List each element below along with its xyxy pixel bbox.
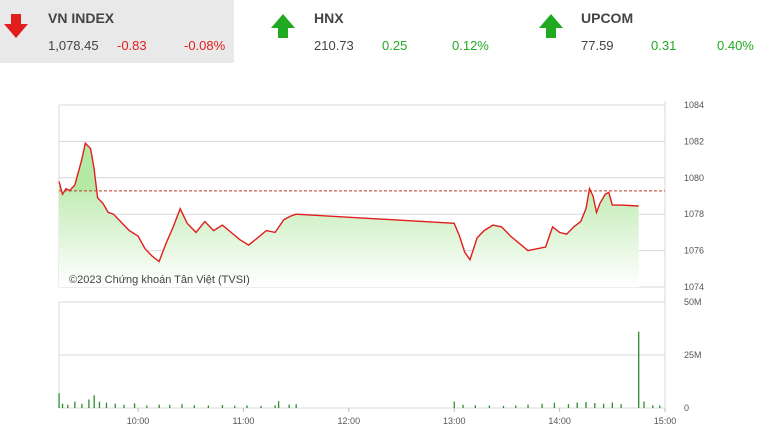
price-tick-label: 1084	[684, 100, 704, 110]
price-tick-label: 1078	[684, 209, 704, 219]
volume-bar	[58, 393, 60, 408]
volume-bar	[207, 405, 210, 408]
index-change: 0.25	[382, 38, 408, 53]
volume-bar	[652, 405, 654, 408]
volume-bar	[74, 401, 76, 408]
volume-bar	[638, 331, 640, 408]
volume-bar	[488, 405, 491, 408]
price-tick-label: 1076	[684, 246, 704, 256]
volume-bar	[643, 401, 645, 408]
index-name: UPCOM	[581, 10, 634, 26]
volume-bar	[594, 403, 596, 408]
volume-bar	[133, 403, 136, 408]
chart-watermark: ©2023 Chứng khoán Tân Việt (TVSI)	[69, 274, 250, 286]
volume-bar	[288, 404, 290, 408]
volume-bar	[181, 404, 183, 408]
volume-bar	[246, 405, 248, 408]
volume-bar	[274, 405, 276, 408]
chart-axes: 1084 1082 1080 1078 1076 1074 50M 25M 0 10:00 11:0…	[127, 100, 704, 426]
intraday-chart[interactable]: 1084 1082 1080 1078 1076 1074 50M 25M 0 10:00 11:0…	[0, 90, 762, 441]
volume-tick-label: 50M	[684, 297, 702, 307]
time-tick-label: 12:00	[338, 416, 361, 426]
volume-bar	[611, 402, 614, 408]
volume-bar	[193, 405, 195, 408]
volume-bar	[234, 405, 236, 408]
volume-bars	[58, 331, 661, 408]
index-change: -0.83	[117, 38, 147, 53]
time-tick-label: 10:00	[127, 416, 150, 426]
volume-bar	[527, 404, 529, 408]
index-value: 77.59	[581, 38, 614, 53]
volume-bar	[620, 404, 622, 408]
volume-bar	[576, 402, 578, 408]
volume-bar	[295, 404, 297, 408]
index-value: 210.73	[314, 38, 354, 53]
volume-bar	[502, 405, 505, 408]
price-series-line	[58, 141, 639, 263]
price-area	[59, 143, 639, 287]
price-tick-label: 1082	[684, 136, 704, 146]
volume-bar	[114, 403, 116, 408]
volume-bar	[602, 403, 605, 408]
index-change-pct: 0.12%	[452, 38, 489, 53]
volume-bar	[123, 404, 125, 408]
time-tick-label: 15:00	[654, 416, 677, 426]
index-value: 1,078.45	[48, 38, 99, 53]
arrow-up-icon	[271, 14, 295, 38]
price-area-fill	[59, 143, 639, 287]
time-tick-label: 14:00	[548, 416, 571, 426]
volume-bar	[567, 404, 570, 408]
index-tiles: VN INDEX 1,078.45 -0.83 -0.08% HNX 210.7…	[0, 0, 762, 63]
price-tick-label: 1074	[684, 282, 704, 292]
index-change-pct: -0.08%	[184, 38, 226, 53]
volume-bar	[462, 404, 464, 408]
volume-bar	[277, 401, 280, 408]
time-tick-label: 11:00	[233, 416, 255, 426]
tile-hnx[interactable]: HNX 210.73 0.25 0.12%	[265, 0, 505, 63]
arrow-up-icon	[539, 14, 563, 38]
index-change-pct: 0.40%	[717, 38, 754, 53]
volume-bar	[541, 403, 543, 408]
volume-bar	[158, 404, 160, 408]
arrow-down-icon	[4, 14, 28, 38]
time-tick-label: 13:00	[443, 416, 466, 426]
volume-bar	[105, 402, 108, 408]
volume-tick-label: 25M	[684, 350, 702, 360]
volume-bar	[98, 401, 101, 408]
volume-bar	[515, 405, 517, 408]
volume-bar	[553, 402, 556, 408]
volume-bar	[67, 404, 69, 408]
volume-bar	[93, 395, 95, 408]
volume-bar	[453, 401, 455, 408]
volume-bar	[146, 405, 148, 408]
price-tick-label: 1080	[684, 173, 704, 183]
volume-bar	[169, 404, 171, 408]
index-change: 0.31	[651, 38, 677, 53]
index-name: VN INDEX	[48, 10, 115, 26]
volume-bar	[88, 399, 90, 408]
volume-bar	[585, 402, 587, 408]
volume-bar	[260, 405, 262, 408]
volume-tick-label: 0	[684, 403, 689, 413]
price-line	[58, 141, 639, 263]
volume-bar	[61, 403, 64, 408]
volume-bar	[659, 405, 661, 408]
volume-bar	[81, 403, 83, 408]
index-name: HNX	[314, 10, 344, 26]
tile-upcom[interactable]: UPCOM 77.59 0.31 0.40%	[533, 0, 762, 63]
tile-vnindex[interactable]: VN INDEX 1,078.45 -0.83 -0.08%	[0, 0, 234, 63]
volume-bar	[474, 405, 476, 408]
volume-bar	[221, 405, 224, 408]
